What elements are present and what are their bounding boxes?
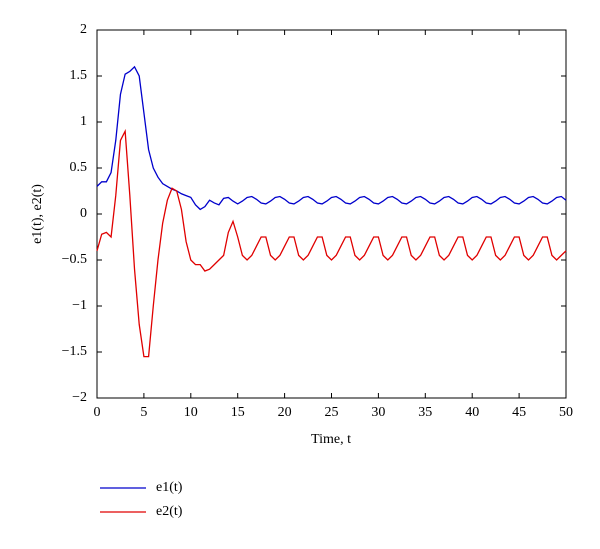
x-tick-label: 30 bbox=[371, 405, 385, 420]
x-tick-label: 45 bbox=[512, 405, 526, 420]
line-series bbox=[96, 65, 567, 211]
x-tick-label: 35 bbox=[418, 405, 432, 420]
plot-frame bbox=[96, 29, 567, 399]
x-tick-label: 40 bbox=[465, 405, 479, 420]
y-tick-label: 2 bbox=[80, 22, 87, 37]
y-tick-label: −2 bbox=[72, 390, 87, 405]
y-tick-label: 0.5 bbox=[70, 160, 88, 175]
y-tick-label: 1 bbox=[80, 114, 87, 129]
x-tick-label: 25 bbox=[325, 405, 339, 420]
x-axis-label: Time, t bbox=[311, 432, 351, 447]
y-tick-label: 1.5 bbox=[70, 68, 88, 83]
y-tick-label: 0 bbox=[80, 206, 87, 221]
x-tick-label: 15 bbox=[231, 405, 245, 420]
x-tick-label: 0 bbox=[94, 405, 101, 420]
y-tick-label: −1.5 bbox=[62, 344, 87, 359]
y-tick-label: −0.5 bbox=[62, 252, 87, 267]
x-tick-label: 20 bbox=[278, 405, 292, 420]
x-tick-label: 10 bbox=[184, 405, 198, 420]
x-tick-label: 5 bbox=[140, 405, 147, 420]
x-tick-label: 50 bbox=[559, 405, 573, 420]
line-series bbox=[96, 128, 567, 358]
legend-label: e2(t) bbox=[156, 504, 183, 519]
y-axis-label: e1(t), e2(t) bbox=[30, 184, 45, 244]
y-tick-label: −1 bbox=[72, 298, 87, 313]
legend-label: e1(t) bbox=[156, 480, 183, 495]
